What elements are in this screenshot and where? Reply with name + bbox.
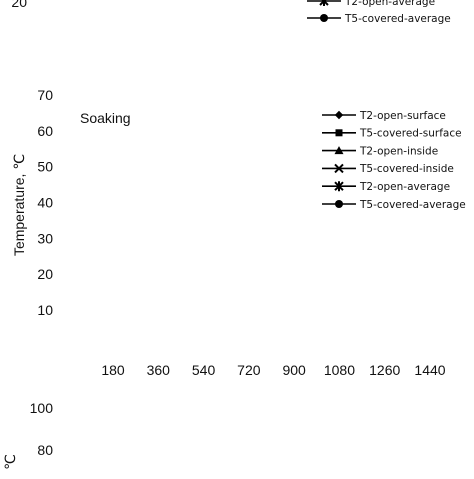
legend-label: T5-covered-surface [359,128,462,140]
y-tick-label-70: 70 [37,87,53,103]
x-tick-label-1080: 1080 [324,362,355,378]
bottom-y-axis-label: ℃ [2,454,18,470]
legend-label: T2-open-surface [359,110,446,122]
y-tick-label-40: 40 [37,195,53,211]
legend-label: T2-open-inside [359,145,438,157]
x-tick-label-900: 900 [282,362,306,378]
star-marker-icon [319,0,329,6]
legend-label: T2-open-average [359,181,450,193]
legend-entry-t2-open-surface: T2-open-surface [322,110,446,122]
y-tick-label-30: 30 [37,230,53,246]
x-tick-label-360: 360 [147,362,171,378]
square-marker-icon [335,129,343,137]
x-tick-labels: 180 360 540 720 900 1080 1260 1440 [101,362,445,378]
y-tick-label-50: 50 [37,159,53,175]
y-tick-label-60: 60 [37,123,53,139]
y-tick-labels: 10 20 30 40 50 60 70 [37,87,53,318]
top-legend: T2-open-average T5-covered-average [307,0,451,25]
top-panel: 20 T2-open-average T5-covered-average [11,0,451,25]
legend-entry-t5-covered-average: T5-covered-average [307,13,451,25]
legend-entry-t5-covered-surface: T5-covered-surface [322,128,462,140]
middle-panel: Soaking Temperature, ℃ 10 20 30 40 50 60 70 18… [11,87,466,378]
diamond-marker-icon [334,110,344,120]
legend-entry-t2-open-average: T2-open-average [322,181,450,193]
circle-marker-icon [320,14,328,22]
top-ytick-label: 20 [11,0,27,10]
x-marker-icon [334,163,344,174]
bottom-y-tick-labels: 80 100 [30,400,54,458]
y-axis-label: Temperature, ℃ [11,154,27,256]
x-tick-label-1440: 1440 [414,362,445,378]
bottom-panel: 80 100 ℃ [2,400,53,470]
triangle-marker-icon [334,146,344,155]
x-tick-label-720: 720 [237,362,261,378]
bottom-y-tick-label-80: 80 [37,442,53,458]
x-tick-label-180: 180 [101,362,125,378]
legend-label: T5-covered-average [344,13,451,25]
middle-legend: T2-open-surface T5-covered-surface T2-open… [322,110,466,211]
legend-entry-t5-covered-inside: T5-covered-inside [322,163,454,175]
x-tick-label-1260: 1260 [369,362,400,378]
y-tick-label-20: 20 [37,266,53,282]
circle-marker-icon [335,200,343,208]
legend-label: T5-covered-average [359,199,466,211]
legend-entry-t2-open-average: T2-open-average [307,0,435,8]
legend-label: T5-covered-inside [359,163,454,175]
legend-label: T2-open-average [344,0,435,8]
legend-entry-t2-open-inside: T2-open-inside [322,145,438,157]
star-marker-icon [334,181,344,192]
legend-entry-t5-covered-average: T5-covered-average [322,199,466,211]
bottom-y-tick-label-100: 100 [30,400,54,416]
y-tick-label-10: 10 [37,302,53,318]
x-tick-label-540: 540 [192,362,216,378]
soaking-annotation: Soaking [80,110,131,126]
